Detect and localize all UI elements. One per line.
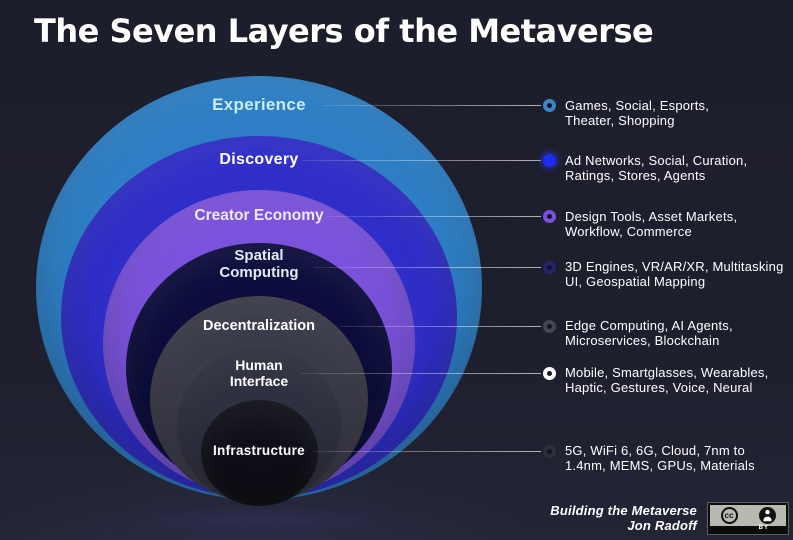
cc-by-strip: BY (710, 525, 786, 534)
layer-circle-infrastructure (201, 400, 318, 506)
layer-items-decentralization: Edge Computing, AI Agents, Microservices,… (565, 318, 733, 348)
dot-marker-decentralization (543, 320, 556, 333)
layer-items-experience: Games, Social, Esports, Theater, Shopping (565, 98, 710, 128)
dot-marker-experience (543, 99, 556, 112)
layer-label-human-interface: Human Interface (229, 357, 289, 389)
layer-items-human-interface: Mobile, Smartglasses, Wearables, Haptic, … (565, 365, 769, 395)
circle-reflection (110, 509, 410, 531)
layer-label-infrastructure: Infrastructure (213, 443, 305, 458)
connector-line-discovery (302, 160, 541, 161)
dot-marker-infrastructure (543, 445, 556, 458)
credit-text: Building the Metaverse Jon Radoff (550, 503, 697, 533)
connector-line-spatial-computing (314, 267, 541, 268)
layer-label-experience: Experience (212, 95, 306, 114)
layer-items-creator-economy: Design Tools, Asset Markets, Workflow, Co… (565, 209, 738, 239)
connector-line-human-interface (302, 373, 541, 374)
dot-marker-discovery (543, 154, 556, 167)
page-title: The Seven Layers of the Metaverse (34, 12, 654, 50)
cc-badge-panel: cc (710, 505, 786, 526)
connector-line-decentralization (340, 326, 541, 327)
layer-items-spatial-computing: 3D Engines, VR/AR/XR, Multitasking UI, Ge… (565, 259, 784, 289)
layer-items-discovery: Ad Networks, Social, Curation, Ratings, S… (565, 153, 748, 183)
credit-book-title: Building the Metaverse (550, 503, 697, 518)
by-label: BY (758, 525, 769, 531)
dot-marker-human-interface (543, 367, 556, 380)
layer-label-decentralization: Decentralization (203, 318, 315, 334)
layer-label-discovery: Discovery (219, 151, 299, 168)
connector-line-creator-economy (327, 216, 541, 217)
dot-marker-spatial-computing (543, 261, 556, 274)
attribution-person-icon (758, 507, 776, 524)
credit-author: Jon Radoff (627, 518, 697, 533)
cc-by-license-badge[interactable]: cc BY (707, 502, 789, 535)
connector-line-experience (322, 105, 541, 106)
creative-commons-icon: cc (720, 507, 738, 524)
layer-label-creator-economy: Creator Economy (194, 207, 324, 224)
dot-marker-creator-economy (543, 210, 556, 223)
layer-label-spatial-computing: Spatial Computing (219, 247, 299, 281)
layer-items-infrastructure: 5G, WiFi 6, 6G, Cloud, 7nm to 1.4nm, MEMS… (565, 443, 755, 473)
connector-line-infrastructure (314, 451, 541, 452)
